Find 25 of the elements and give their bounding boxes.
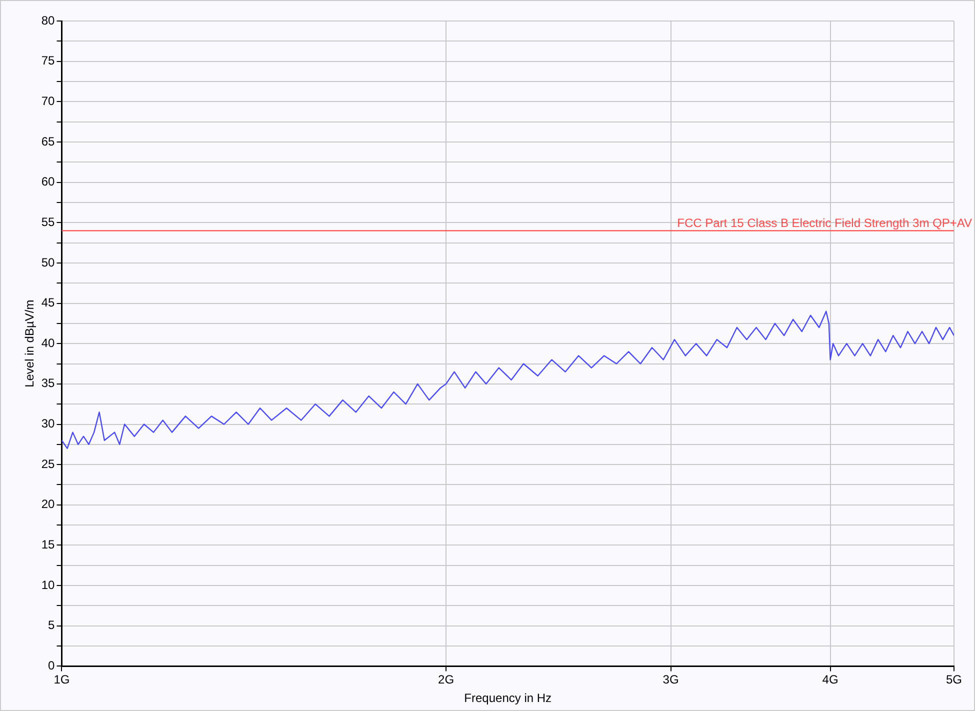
y-tick-label: 55: [41, 214, 56, 229]
x-axis-title: Frequency in Hz: [464, 691, 552, 706]
y-tick-label: 65: [41, 134, 56, 148]
y-tick-label: 20: [41, 497, 56, 512]
y-tick-label: 40: [41, 336, 56, 350]
y-tick-label: 60: [41, 174, 56, 189]
x-tick-label: 1G: [54, 672, 70, 687]
x-tick-label: 2G: [438, 672, 454, 687]
x-tick-label: 5G: [946, 672, 962, 687]
y-tick-label: 70: [41, 94, 56, 108]
ref-line-label: FCC Part 15 Class B Electric Field Strength 3m QP+AV: [677, 216, 972, 230]
y-tick-label: 10: [41, 578, 56, 592]
y-tick-label: 45: [41, 296, 56, 310]
y-tick-label: 25: [41, 456, 56, 471]
y-axis-title: Level in dBµV/m: [22, 300, 37, 388]
x-tick-label: 4G: [822, 672, 838, 687]
y-tick-label: 50: [41, 255, 56, 270]
y-tick-label: 15: [41, 538, 56, 552]
x-tick-label: 3G: [662, 672, 679, 687]
y-tick-label: 5: [48, 618, 56, 632]
y-tick-label: 0: [48, 658, 56, 673]
y-tick-label: 75: [41, 54, 56, 68]
y-tick-label: 35: [41, 376, 56, 390]
y-tick-label: 30: [41, 416, 56, 431]
y-tick-label: 80: [41, 13, 56, 28]
